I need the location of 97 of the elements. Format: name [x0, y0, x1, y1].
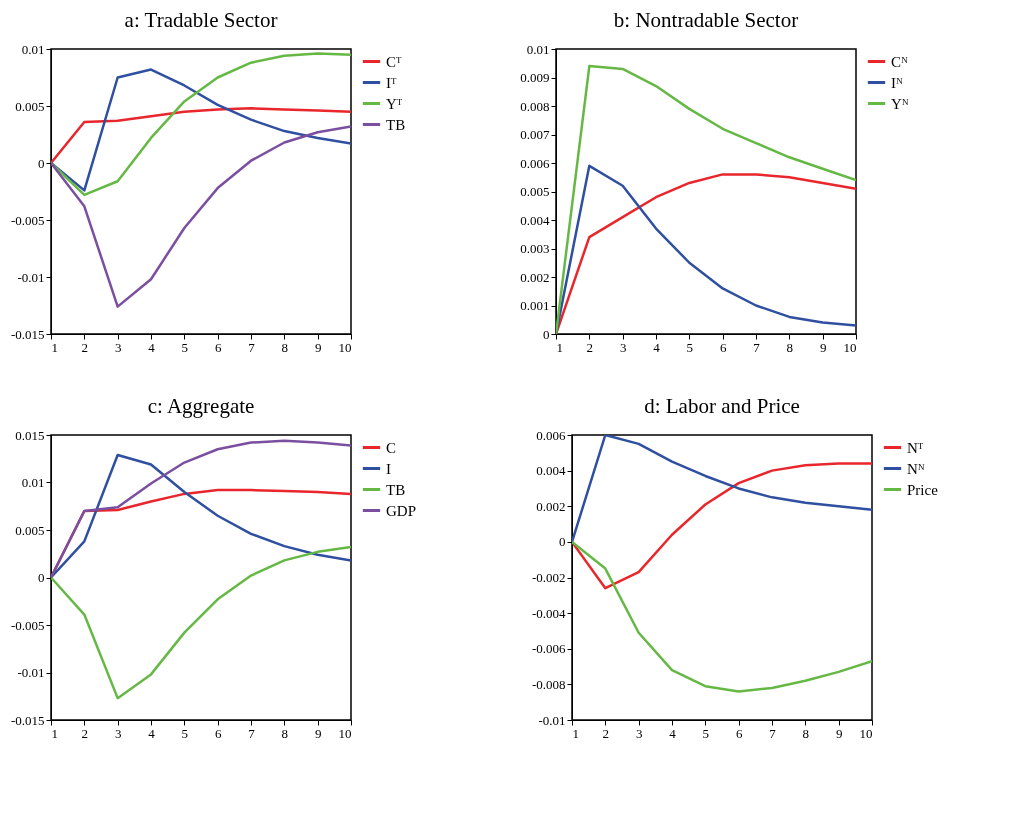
x-tick-label: 7 [769, 725, 777, 741]
legend-label: Cᵀ [386, 53, 402, 70]
x-tick-label: 4 [148, 725, 156, 741]
y-tick-label: -0.015 [10, 326, 45, 342]
y-tick-label: 0.003 [520, 241, 550, 256]
legend-label: Yᵀ [386, 95, 403, 112]
legend-label: Nᴺ [907, 460, 925, 477]
x-tick-label: 7 [753, 339, 761, 355]
x-tick-label: 8 [802, 725, 810, 741]
legend-label: TB [386, 116, 406, 133]
x-tick-label: 7 [248, 339, 256, 355]
legend-label: TB [386, 481, 406, 498]
chart-title: d: Labor and Price [644, 394, 800, 418]
x-tick-label: 6 [214, 725, 222, 741]
line-series [572, 435, 872, 544]
y-tick-label: 0.015 [15, 427, 45, 443]
x-tick-label: 10 [859, 725, 873, 741]
y-tick-label: -0.004 [531, 605, 566, 621]
y-tick-label: 0 [38, 155, 45, 171]
x-tick-label: 4 [653, 339, 661, 355]
x-tick-label: 3 [114, 339, 122, 355]
y-tick-label: -0.01 [17, 665, 45, 680]
legend-label: Iᵀ [386, 74, 397, 91]
x-tick-label: 1 [556, 339, 563, 355]
x-tick-label: 5 [686, 339, 694, 355]
y-tick-label: -0.01 [538, 712, 566, 728]
x-tick-label: 6 [735, 725, 743, 741]
line-series [51, 107, 351, 165]
x-tick-label: 3 [635, 725, 643, 741]
y-tick-label: 0.005 [15, 98, 45, 114]
legend-label: GDP [386, 502, 417, 519]
line-series [572, 462, 872, 590]
legend-label: Yᴺ [891, 95, 909, 112]
y-tick-label: -0.01 [17, 269, 45, 285]
y-tick-label: 0.002 [520, 269, 550, 285]
x-tick-label: 2 [81, 725, 89, 741]
y-tick-label: 0.006 [536, 427, 566, 443]
y-tick-label: 0 [543, 326, 550, 342]
y-tick-label: 0.005 [520, 184, 550, 199]
line-series [572, 540, 872, 693]
x-tick-label: 5 [181, 725, 189, 741]
y-tick-label: 0.001 [520, 298, 550, 313]
x-tick-label: 4 [669, 725, 677, 741]
y-tick-label: 0.01 [21, 475, 45, 490]
legend-label: I [386, 460, 391, 477]
x-tick-label: 4 [148, 339, 156, 355]
y-tick-label: 0.009 [520, 70, 550, 85]
x-tick-label: 8 [281, 339, 289, 355]
x-tick-label: 5 [181, 339, 189, 355]
y-tick-label: 0.01 [21, 41, 45, 57]
x-tick-label: 1 [572, 725, 579, 741]
y-tick-label: -0.008 [531, 676, 566, 692]
x-tick-label: 6 [214, 339, 222, 355]
x-tick-label: 9 [819, 339, 827, 355]
x-tick-label: 9 [314, 725, 322, 741]
y-tick-label: -0.015 [10, 712, 45, 728]
x-tick-label: 1 [51, 339, 58, 355]
y-tick-label: 0.005 [15, 522, 45, 538]
legend-label: Iᴺ [891, 74, 903, 91]
x-tick-label: 9 [835, 725, 843, 741]
x-tick-label: 3 [114, 725, 122, 741]
y-tick-label: 0.004 [536, 463, 566, 479]
y-tick-label: 0 [559, 534, 566, 550]
chart-title: c: Aggregate [147, 394, 255, 418]
x-tick-label: 3 [619, 339, 627, 355]
y-tick-label: 0.007 [520, 127, 550, 142]
chart-title: b: Nontradable Sector [613, 8, 799, 32]
y-tick-label: 0 [38, 570, 45, 585]
x-tick-label: 6 [719, 339, 727, 355]
x-tick-label: 2 [81, 339, 89, 355]
x-tick-label: 5 [702, 725, 710, 741]
x-tick-label: 1 [51, 725, 58, 741]
x-tick-label: 10 [338, 339, 352, 355]
legend-label: Nᵀ [907, 439, 924, 456]
legend-label: Cᴺ [891, 53, 908, 70]
x-tick-label: 10 [338, 725, 352, 741]
line-series [51, 545, 351, 700]
y-tick-label: 0.01 [526, 41, 550, 57]
x-tick-label: 2 [602, 725, 610, 741]
y-tick-label: 0.002 [536, 498, 566, 514]
y-tick-label: -0.005 [10, 212, 45, 228]
x-tick-label: 8 [281, 725, 289, 741]
x-tick-label: 2 [586, 339, 594, 355]
legend-label: Price [907, 481, 939, 498]
y-tick-label: -0.006 [531, 641, 566, 657]
x-tick-label: 9 [314, 339, 322, 355]
y-tick-label: 0.008 [520, 98, 550, 114]
x-tick-label: 8 [786, 339, 794, 355]
y-tick-label: 0.004 [520, 212, 550, 228]
chart-title: a: Tradable Sector [124, 8, 278, 32]
y-tick-label: -0.002 [531, 570, 566, 585]
y-tick-label: 0.006 [520, 155, 550, 171]
legend-label: C [386, 439, 397, 456]
x-tick-label: 7 [248, 725, 256, 741]
y-tick-label: -0.005 [10, 617, 45, 633]
x-tick-label: 10 [843, 339, 857, 355]
line-series [51, 125, 351, 308]
